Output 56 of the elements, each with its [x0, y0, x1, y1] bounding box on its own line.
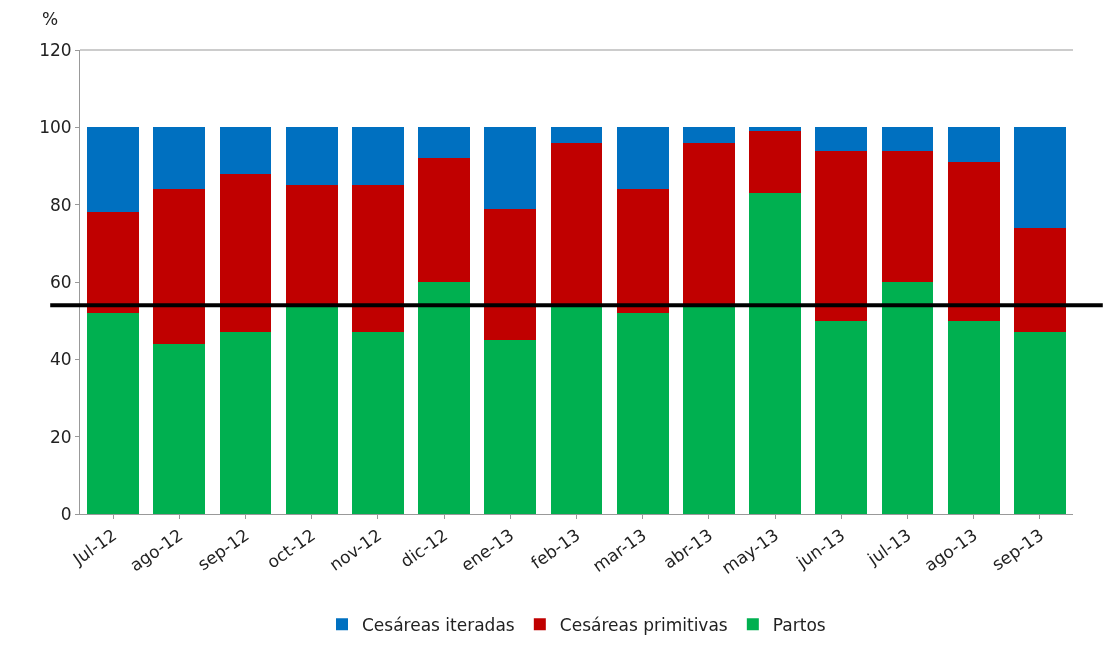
y-tick-label: 20 [49, 426, 72, 447]
y-tick-label: 60 [49, 271, 72, 292]
bar [219, 127, 272, 174]
bar [285, 127, 338, 186]
bar [550, 142, 603, 306]
y-tick-label: 80 [49, 194, 72, 215]
bar [153, 189, 206, 344]
bar [749, 127, 801, 132]
legend-label: Cesáreas primitivas [559, 614, 728, 635]
bar [550, 127, 603, 143]
bar [1014, 332, 1066, 514]
bar [683, 127, 735, 143]
bar [947, 162, 1000, 321]
bar [683, 142, 735, 306]
legend-label: Cesáreas iteradas [362, 614, 515, 635]
bar [153, 343, 206, 514]
bar [616, 312, 669, 514]
bar [87, 312, 139, 514]
bar [550, 305, 603, 514]
bar [881, 127, 934, 151]
bar [352, 185, 404, 333]
bar [1014, 127, 1066, 228]
bar [815, 127, 868, 151]
bar [484, 340, 537, 514]
bar [881, 150, 934, 282]
bar [219, 173, 272, 333]
bar [815, 320, 868, 514]
bar [219, 332, 272, 514]
bar [352, 332, 404, 514]
bar [484, 127, 537, 209]
bar [815, 150, 868, 321]
bar [418, 282, 470, 514]
bar [749, 131, 801, 194]
y-tick-label: 100 [39, 117, 72, 138]
bar [881, 282, 934, 514]
bar [285, 185, 338, 306]
bar [153, 127, 206, 190]
bar [484, 208, 537, 340]
bar [947, 127, 1000, 163]
y-tick-label: 0 [60, 503, 72, 524]
bar [352, 127, 404, 186]
y-axis-title: % [42, 9, 59, 29]
bar [87, 127, 139, 213]
bar [616, 127, 669, 190]
bar [418, 158, 470, 282]
bar [616, 189, 669, 313]
bar [418, 127, 470, 159]
bar [285, 305, 338, 514]
bar [683, 305, 735, 514]
y-tick-label: 120 [39, 39, 72, 60]
legend-label: Partos [772, 614, 826, 635]
bar [947, 320, 1000, 514]
bar [1014, 227, 1066, 333]
bar [749, 193, 801, 514]
y-tick-label: 40 [49, 349, 72, 370]
bar [87, 212, 139, 313]
